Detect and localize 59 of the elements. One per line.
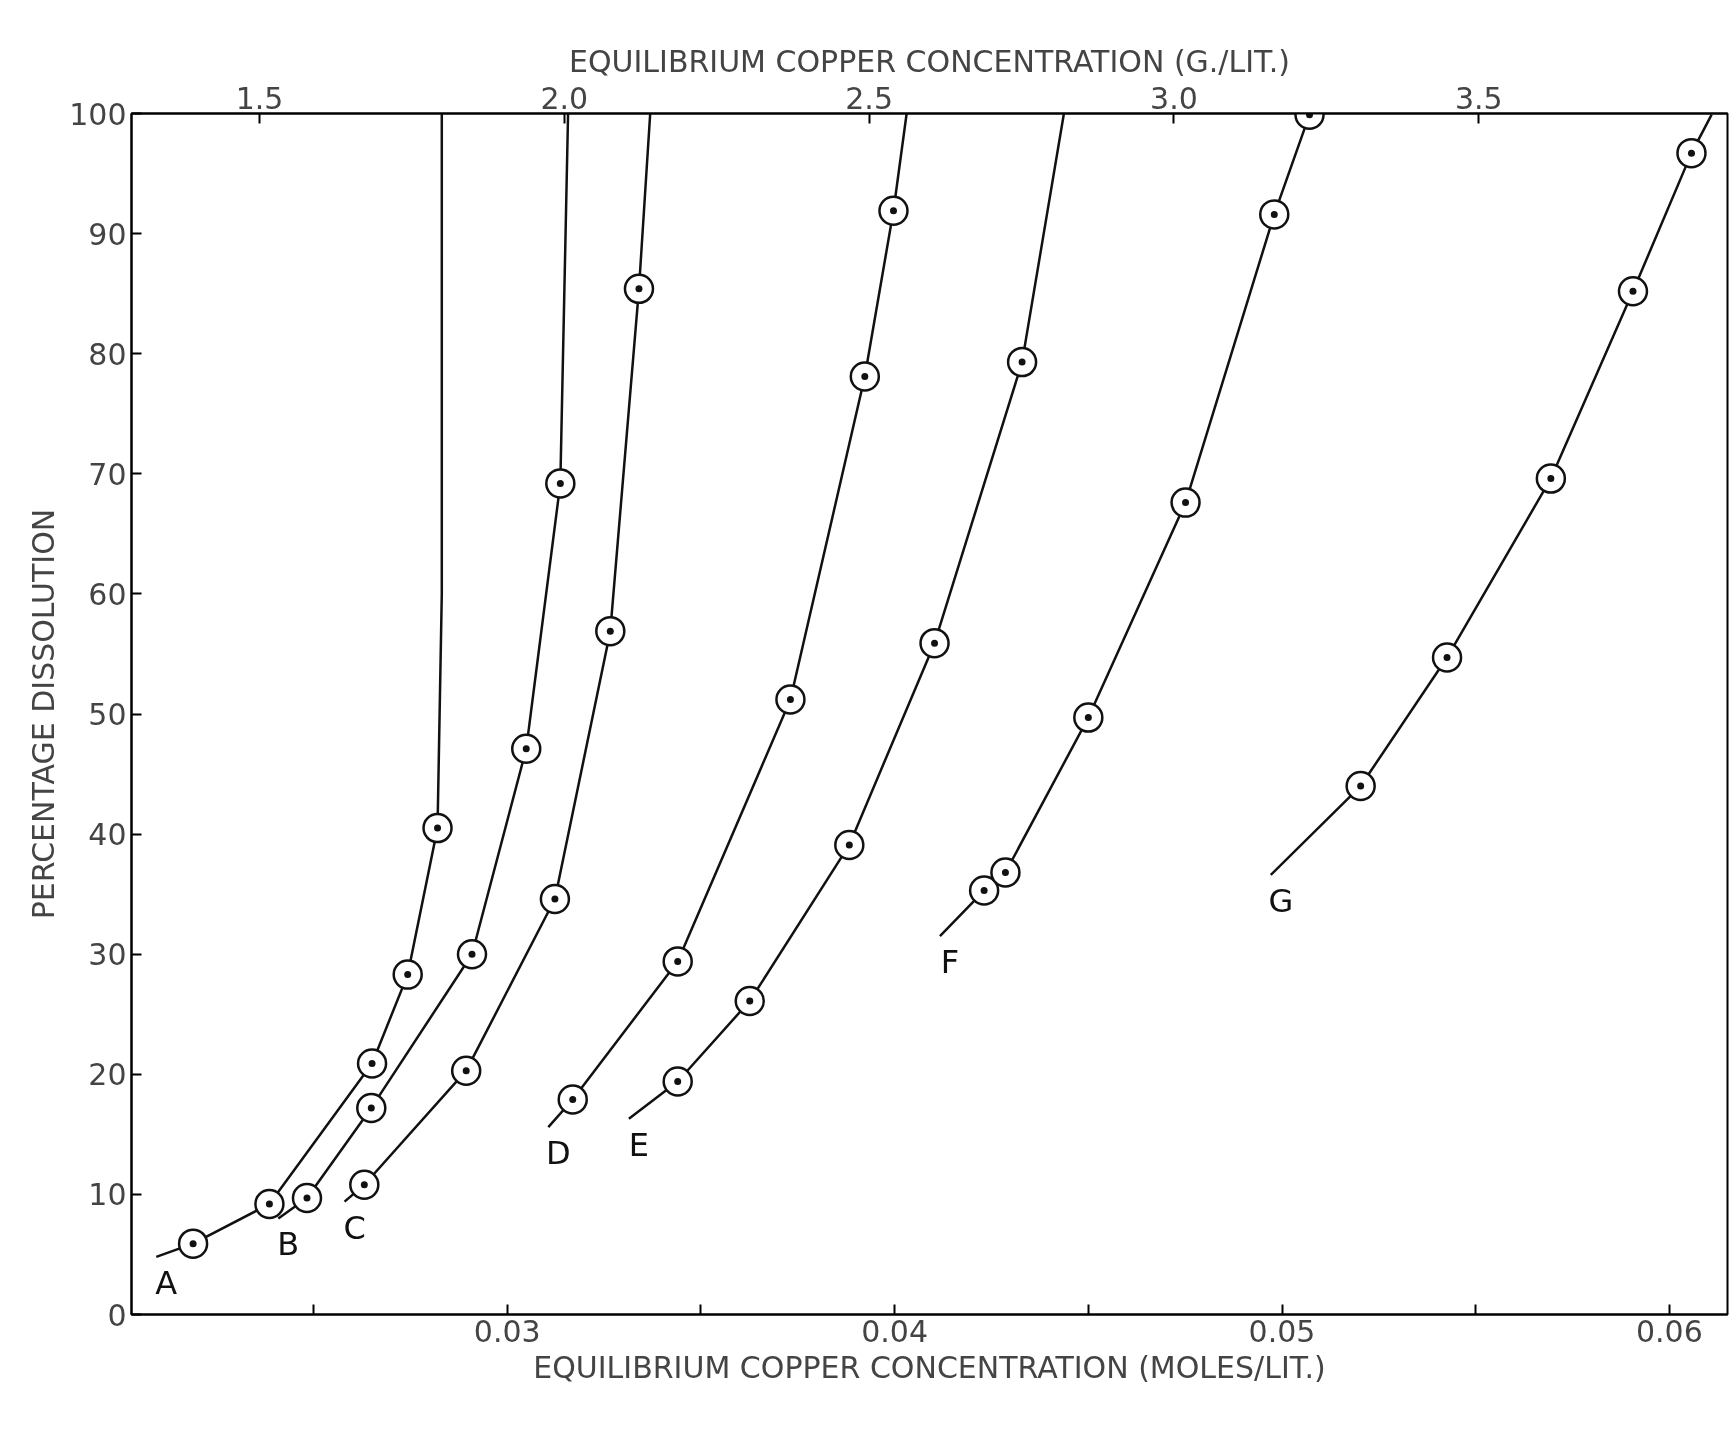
x-tick-label: 0.03 bbox=[473, 1313, 541, 1349]
point bbox=[1431, 642, 1463, 673]
point bbox=[177, 1228, 209, 1259]
y-tick-label: 100 bbox=[69, 96, 127, 132]
series-label: C bbox=[343, 1208, 366, 1247]
x2-tick-label: 2.0 bbox=[540, 80, 589, 116]
y-axis-title: PERCENTAGE DISSOLUTION bbox=[26, 508, 62, 920]
x-tick-label: 0.06 bbox=[1635, 1313, 1703, 1349]
point bbox=[1170, 487, 1201, 518]
y-tick-label: 10 bbox=[88, 1177, 127, 1213]
series-label: E bbox=[628, 1125, 649, 1164]
line-series bbox=[627, 113, 1066, 1120]
x-axis-title: EQUILIBRIUM COPPER CONCENTRATION (MOLES/LIT.) bbox=[533, 1349, 1326, 1385]
y-tick-label: 60 bbox=[88, 576, 127, 612]
point bbox=[356, 1048, 388, 1079]
x2-tick-label: 3.0 bbox=[1150, 80, 1198, 116]
point bbox=[990, 857, 1021, 888]
point bbox=[1345, 770, 1376, 802]
y-tick-label: 0 bbox=[107, 1297, 127, 1333]
point bbox=[623, 273, 655, 305]
x2-axis-title: EQUILIBRIUM COPPER CONCENTRATION (G./LIT.) bbox=[568, 43, 1291, 79]
x-tick-label: 0.04 bbox=[861, 1313, 929, 1349]
point bbox=[662, 946, 693, 977]
y-tick-label: 20 bbox=[88, 1057, 127, 1093]
point bbox=[1006, 346, 1038, 378]
line-series bbox=[1269, 113, 1713, 877]
point bbox=[291, 1182, 323, 1214]
point bbox=[919, 627, 950, 659]
x2-tick-label: 1.5 bbox=[235, 80, 284, 116]
point bbox=[834, 829, 865, 861]
series-label: F bbox=[940, 943, 960, 982]
point bbox=[775, 684, 806, 715]
series-label: G bbox=[1268, 881, 1294, 920]
y-tick-label: 90 bbox=[88, 216, 127, 252]
x2-tick-label: 2.5 bbox=[845, 80, 894, 116]
y-tick-label: 50 bbox=[88, 697, 127, 732]
point bbox=[1259, 199, 1290, 230]
y-tick-label: 80 bbox=[88, 336, 127, 372]
point bbox=[1535, 463, 1567, 494]
point bbox=[254, 1188, 285, 1220]
point bbox=[595, 615, 626, 647]
point bbox=[539, 883, 571, 915]
y-tick-label: 40 bbox=[88, 817, 127, 853]
y-tick-label: 30 bbox=[88, 937, 127, 973]
point bbox=[734, 985, 766, 1017]
series-label: A bbox=[155, 1263, 178, 1302]
point bbox=[422, 812, 453, 844]
x-tick-label: 0.05 bbox=[1248, 1313, 1316, 1349]
line-series bbox=[547, 113, 909, 1129]
point bbox=[849, 361, 881, 392]
x2-tick-label: 3.5 bbox=[1454, 80, 1503, 116]
point bbox=[456, 938, 488, 970]
point bbox=[557, 1084, 588, 1115]
point bbox=[968, 875, 1000, 906]
point bbox=[662, 1066, 693, 1097]
y-tick-label: 70 bbox=[88, 456, 127, 492]
series-label: B bbox=[277, 1225, 300, 1264]
point bbox=[356, 1092, 387, 1124]
series-label: D bbox=[546, 1134, 571, 1173]
